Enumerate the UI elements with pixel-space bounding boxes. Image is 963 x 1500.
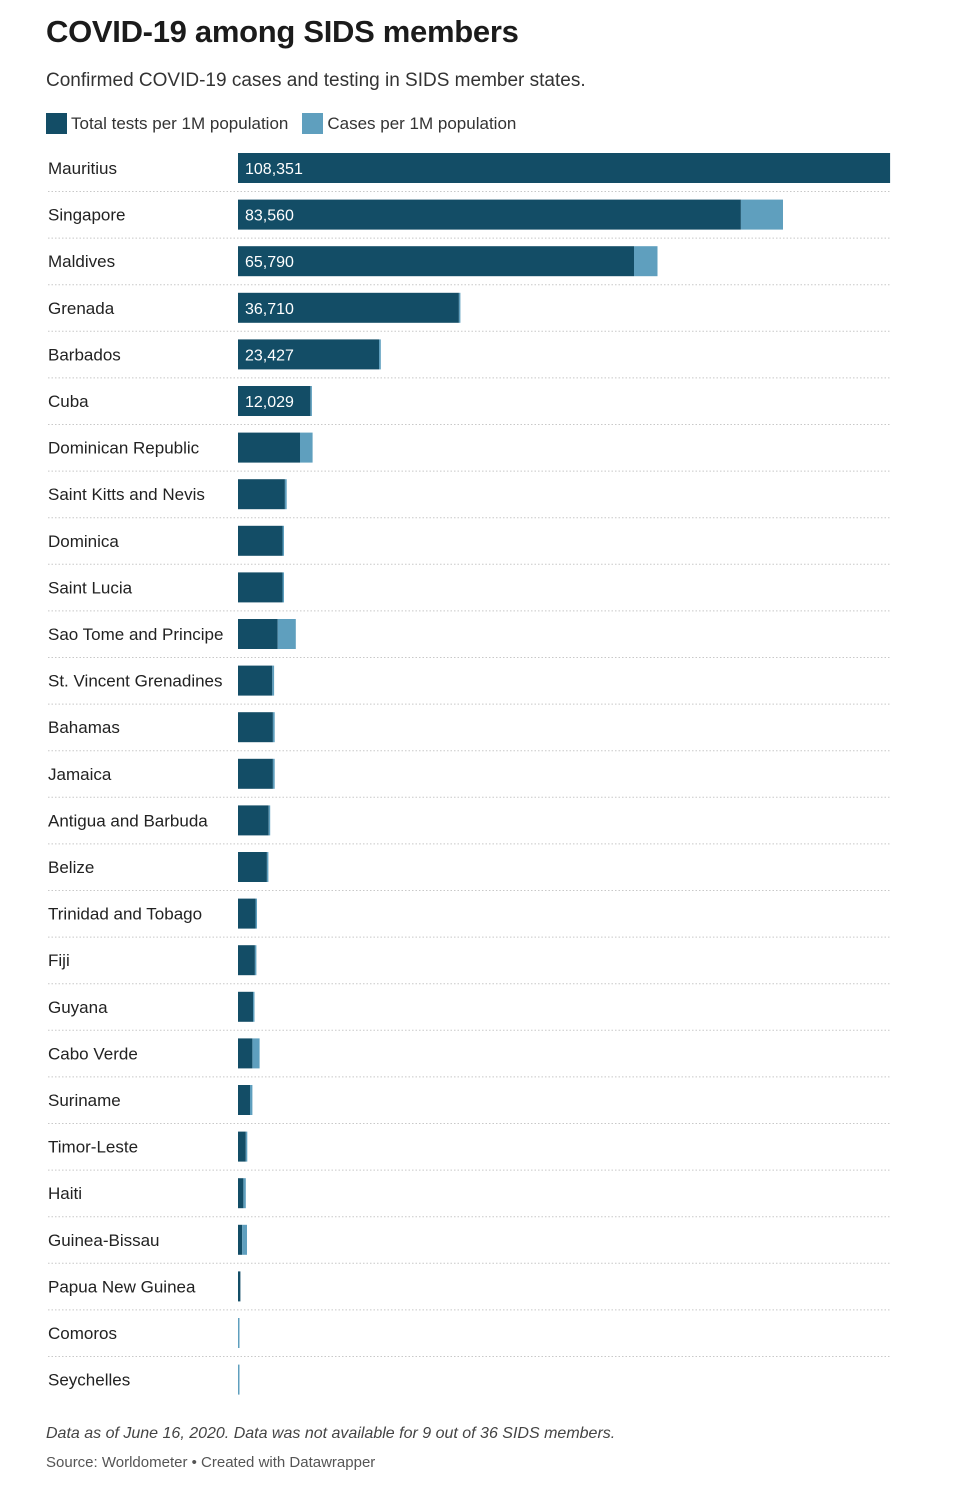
bar-cases — [254, 945, 257, 976]
bar-tests — [238, 1038, 253, 1069]
bar-cases — [242, 1224, 247, 1255]
row-label: Guyana — [48, 998, 108, 1017]
row-label: Bahamas — [48, 718, 120, 737]
bar-value-label: 12,029 — [245, 394, 294, 411]
row-label: Haiti — [48, 1184, 82, 1203]
bar-tests — [238, 1131, 246, 1162]
bar-tests — [238, 1178, 244, 1209]
row-label: Timor-Leste — [48, 1138, 138, 1157]
bar-tests — [238, 619, 278, 649]
bar-cases — [379, 339, 381, 370]
bar-cases — [300, 432, 313, 463]
row-label: Saint Kitts and Nevis — [48, 485, 205, 504]
legend-item-tests: Total tests per 1M population — [46, 113, 288, 134]
bar-cases — [268, 805, 271, 836]
bar-tests — [238, 386, 311, 416]
bar-tests — [238, 432, 300, 463]
row-label: Trinidad and Tobago — [48, 905, 202, 924]
bar-cases — [238, 1318, 240, 1348]
bar-cases — [277, 619, 296, 649]
row-label: St. Vincent Grenadines — [48, 672, 223, 691]
legend-item-cases: Cases per 1M population — [302, 113, 516, 134]
bar-tests — [238, 572, 283, 603]
bar-tests — [238, 852, 267, 882]
bar-value-label: 65,790 — [245, 254, 294, 271]
row-label: Dominica — [48, 532, 119, 551]
row-label: Suriname — [48, 1091, 121, 1110]
bar-tests — [238, 153, 891, 183]
row-label: Mauritius — [48, 159, 117, 178]
footer-source: Source: Worldometer • Created with Dataw… — [46, 1454, 376, 1471]
bar-cases — [272, 665, 275, 696]
bar-tests — [238, 898, 256, 929]
legend-swatch-cases — [302, 113, 324, 134]
bar-cases — [458, 292, 461, 323]
bar-tests — [238, 525, 283, 556]
row-label: Belize — [48, 858, 94, 877]
bar-cases — [252, 1038, 260, 1069]
bar-tests — [238, 1271, 241, 1302]
bar-cases — [245, 1131, 248, 1162]
bar-cases — [238, 1364, 240, 1395]
bar-cases — [310, 386, 312, 416]
bar-value-label: 36,710 — [245, 301, 294, 318]
bar-value-label: 23,427 — [245, 347, 294, 364]
bar-tests — [238, 339, 379, 370]
row-label: Antigua and Barbuda — [48, 811, 208, 830]
bar-cases — [740, 199, 783, 230]
bar-tests — [238, 199, 741, 230]
row-label: Fiji — [48, 951, 70, 970]
row-label: Maldives — [48, 252, 115, 271]
bar-cases — [272, 758, 275, 789]
bar-cases — [272, 712, 275, 743]
bar-tests — [238, 1085, 250, 1115]
row-label: Seychelles — [48, 1371, 130, 1390]
legend-label-cases: Cases per 1M population — [327, 113, 517, 133]
bar-cases — [255, 898, 257, 929]
row-label: Singapore — [48, 206, 126, 225]
legend-label-tests: Total tests per 1M population — [71, 113, 289, 133]
bar-cases — [250, 1085, 253, 1115]
row-label: Papua New Guinea — [48, 1277, 196, 1296]
bar-cases — [253, 991, 255, 1022]
row-label: Cabo Verde — [48, 1044, 138, 1063]
row-label: Guinea-Bissau — [48, 1231, 160, 1250]
row-label: Grenada — [48, 299, 115, 318]
row-label: Cuba — [48, 392, 89, 411]
row-label: Comoros — [48, 1324, 117, 1343]
bar-tests — [238, 246, 634, 277]
bar-tests — [238, 991, 253, 1022]
bar-value-label: 83,560 — [245, 208, 294, 225]
bar-cases — [282, 525, 284, 556]
bar-cases — [243, 1178, 246, 1209]
row-label: Dominican Republic — [48, 439, 200, 458]
legend-swatch-tests — [46, 113, 67, 134]
row-label: Barbados — [48, 345, 121, 364]
bar-value-label: 108,351 — [245, 161, 303, 178]
bar-tests — [238, 758, 273, 789]
chart-title: COVID-19 among SIDS members — [46, 14, 519, 49]
bar-cases — [266, 852, 269, 882]
bar-tests — [238, 665, 273, 696]
row-label: Saint Lucia — [48, 578, 133, 597]
chart-subtitle: Confirmed COVID-19 cases and testing in … — [46, 70, 586, 91]
bar-tests — [238, 1224, 243, 1255]
bar-cases — [282, 572, 284, 603]
bar-cases — [634, 246, 658, 277]
bar-tests — [238, 945, 255, 976]
footer-note: Data as of June 16, 2020. Data was not a… — [46, 1425, 616, 1442]
bar-chart: Mauritius 108,351 Singapore 83,560 Maldives 6… — [48, 153, 891, 1395]
row-label: Jamaica — [48, 765, 112, 784]
legend: Total tests per 1M population Cases per … — [46, 113, 530, 134]
bar-tests — [238, 805, 269, 836]
bar-tests — [238, 292, 459, 323]
bar-cases — [284, 479, 287, 510]
row-label: Sao Tome and Principe — [48, 625, 223, 644]
bar-tests — [238, 479, 285, 510]
bar-tests — [238, 712, 273, 743]
